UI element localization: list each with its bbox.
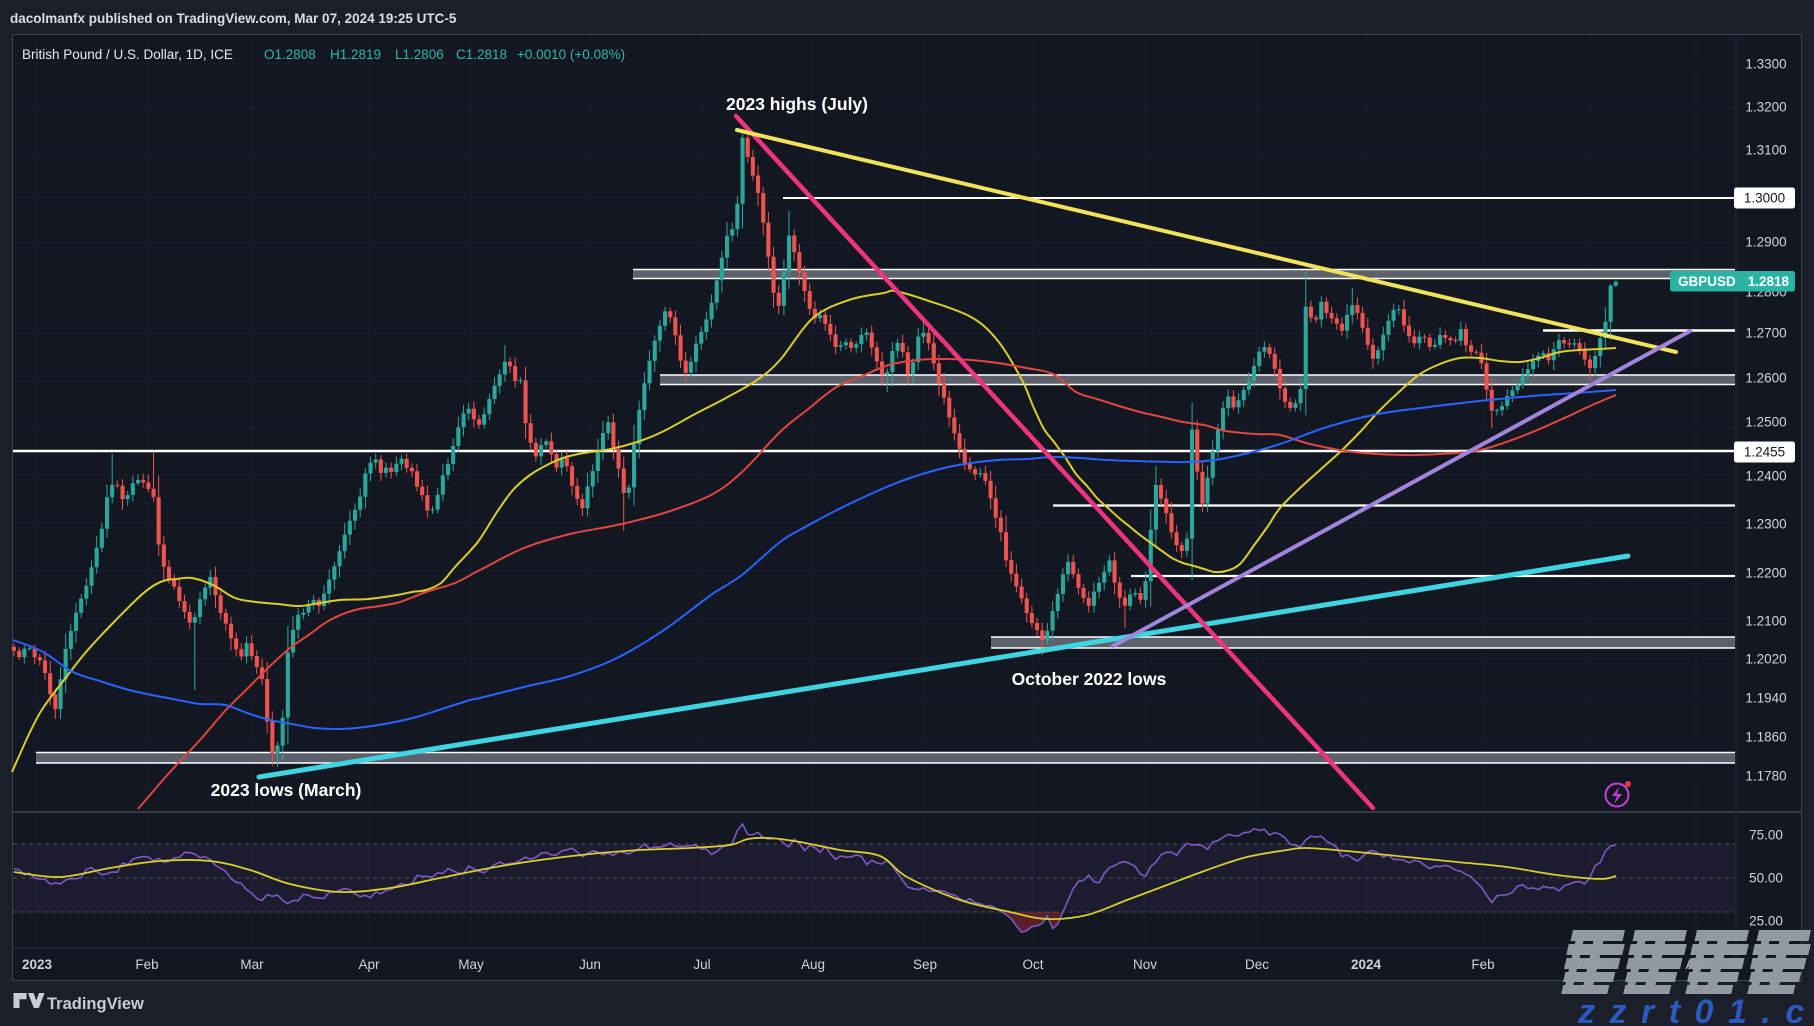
svg-text:2023 highs (July): 2023 highs (July)	[726, 94, 868, 114]
svg-text:Nov: Nov	[1133, 957, 1157, 972]
svg-text:Sep: Sep	[913, 957, 937, 972]
svg-text:Dec: Dec	[1245, 957, 1269, 972]
svg-text:C1.2818: C1.2818	[456, 47, 507, 62]
svg-text:1.2900: 1.2900	[1745, 235, 1786, 250]
svg-text:1.2200: 1.2200	[1745, 566, 1786, 581]
svg-text:Feb: Feb	[135, 957, 158, 972]
svg-text:O1.2808: O1.2808	[264, 47, 316, 62]
svg-text:Feb: Feb	[1471, 957, 1494, 972]
svg-text:GBPUSD: GBPUSD	[1678, 274, 1736, 289]
svg-text:1.2300: 1.2300	[1745, 517, 1786, 532]
svg-text:Mar: Mar	[240, 957, 264, 972]
svg-text:1.3200: 1.3200	[1745, 100, 1786, 115]
svg-text:1.1860: 1.1860	[1745, 730, 1786, 745]
svg-text:1.1780: 1.1780	[1745, 769, 1786, 784]
svg-text:1.2818: 1.2818	[1748, 274, 1790, 289]
svg-text:2024: 2024	[1351, 957, 1382, 972]
svg-text:Oct: Oct	[1022, 957, 1043, 972]
svg-text:May: May	[458, 957, 484, 972]
svg-text:1.3100: 1.3100	[1745, 143, 1786, 158]
svg-text:Aug: Aug	[801, 957, 825, 972]
svg-text:+0.0010 (+0.08%): +0.0010 (+0.08%)	[517, 47, 625, 62]
svg-text:Apr: Apr	[358, 957, 380, 972]
svg-text:1.1940: 1.1940	[1745, 691, 1786, 706]
svg-text:H1.2819: H1.2819	[330, 47, 381, 62]
svg-text:2023: 2023	[22, 957, 53, 972]
svg-text:75.00: 75.00	[1749, 828, 1783, 843]
svg-text:dacolmanfx published on Tradin: dacolmanfx published on TradingView.com,…	[10, 11, 457, 26]
svg-text:2023 lows (March): 2023 lows (March)	[211, 780, 362, 800]
svg-text:1.3000: 1.3000	[1744, 191, 1785, 206]
svg-text:L1.2806: L1.2806	[395, 47, 444, 62]
svg-text:1.2700: 1.2700	[1745, 326, 1786, 341]
svg-text:Jul: Jul	[693, 957, 710, 972]
svg-text:50.00: 50.00	[1749, 871, 1783, 886]
svg-text:1.2400: 1.2400	[1745, 469, 1786, 484]
svg-text:1.2500: 1.2500	[1745, 415, 1786, 430]
svg-text:Jun: Jun	[579, 957, 601, 972]
svg-text:1.2100: 1.2100	[1745, 614, 1786, 629]
svg-text:zzrt01.cn: zzrt01.cn	[1577, 993, 1814, 1026]
svg-text:TradingView: TradingView	[47, 995, 144, 1013]
svg-text:1.2600: 1.2600	[1745, 371, 1786, 386]
svg-text:1.2020: 1.2020	[1745, 652, 1786, 667]
svg-text:1.3300: 1.3300	[1745, 57, 1786, 72]
svg-text:1.2455: 1.2455	[1744, 445, 1785, 460]
svg-text:25.00: 25.00	[1749, 914, 1783, 929]
svg-text:British Pound / U.S. Dollar, 1: British Pound / U.S. Dollar, 1D, ICE	[22, 47, 233, 62]
svg-text:October 2022 lows: October 2022 lows	[1012, 669, 1167, 689]
